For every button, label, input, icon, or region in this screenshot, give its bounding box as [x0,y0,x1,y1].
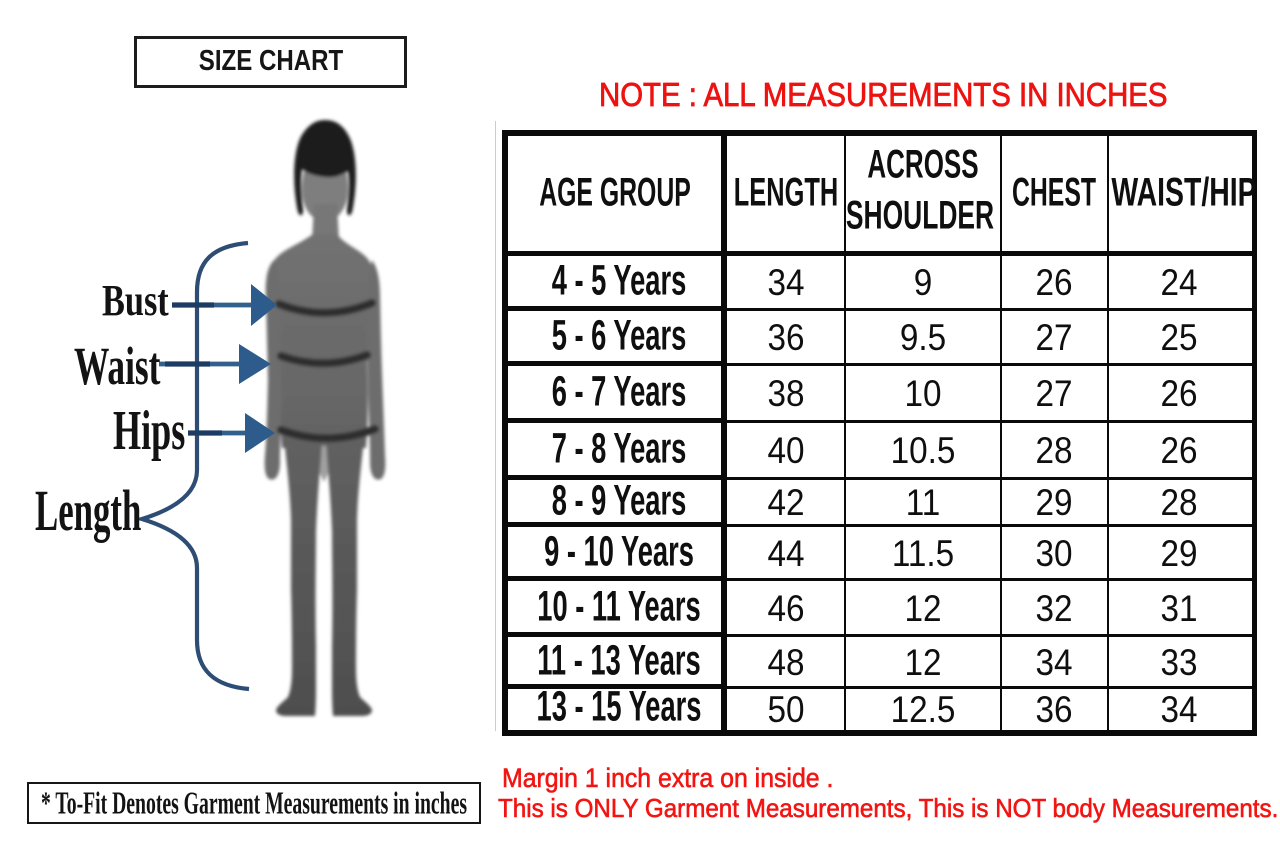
svg-text:Length: Length [35,479,141,543]
svg-text:Hips: Hips [113,400,185,462]
svg-text:Bust: Bust [102,276,169,325]
svg-text:Waist: Waist [74,335,160,395]
